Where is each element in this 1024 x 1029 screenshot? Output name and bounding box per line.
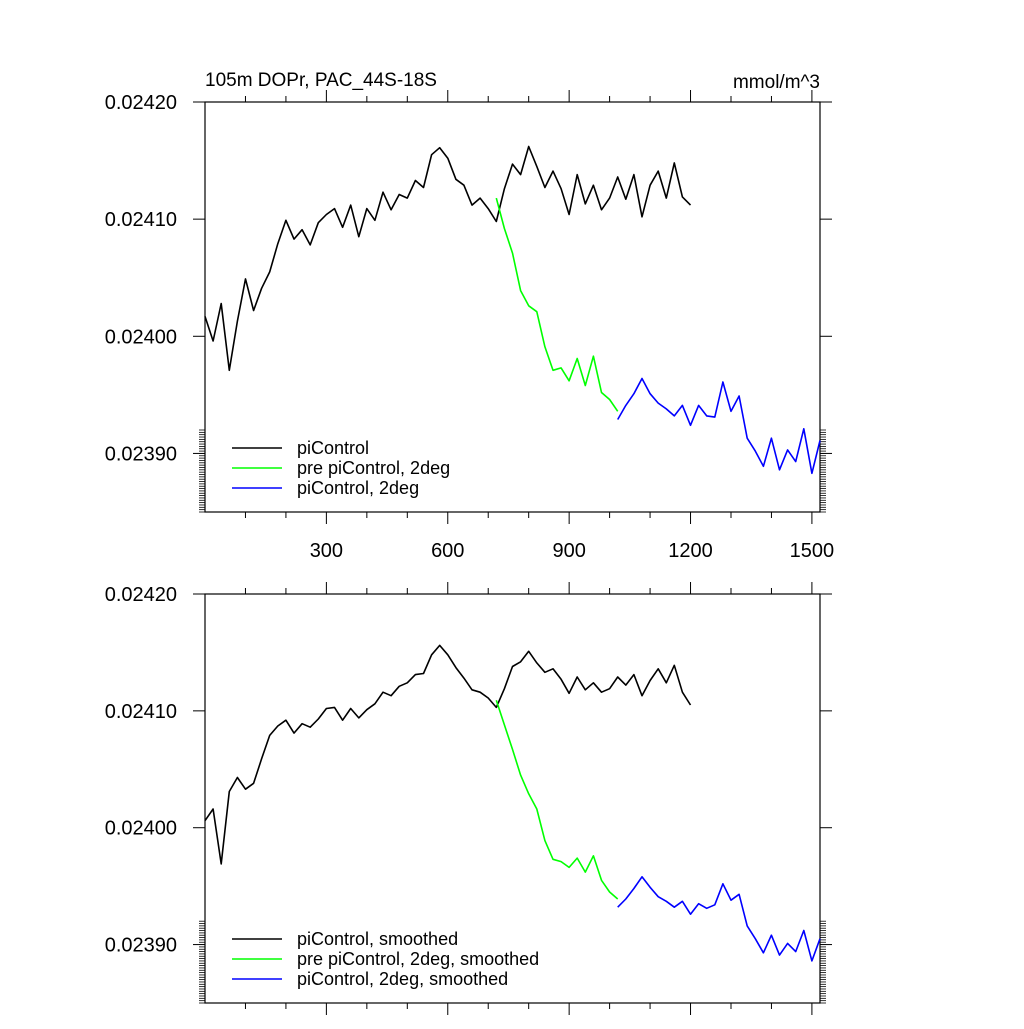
y-tick-label: 0.02420 [105, 92, 177, 114]
x-tick-label: 1200 [668, 540, 713, 562]
series-line-2 [495, 197, 619, 412]
y-tick-label: 0.02420 [105, 584, 177, 606]
series-line-3 [617, 377, 821, 475]
x-tick-label: 600 [431, 540, 464, 562]
legend-label: piControl, smoothed [297, 929, 458, 949]
plot-frame [204, 593, 821, 1004]
x-tick-label: 900 [552, 540, 585, 562]
legend-label: piControl [297, 438, 369, 458]
y-tick-label: 0.02390 [105, 935, 177, 957]
legend-label: pre piControl, 2deg, smoothed [297, 949, 539, 969]
y-tick-label: 0.02400 [105, 818, 177, 840]
y-tick-label: 0.02390 [105, 443, 177, 465]
legend-label: pre piControl, 2deg [297, 458, 450, 478]
panel-bottom: 0.02390 0.02400 0.02410 0.02420 piControl, s… [105, 582, 832, 1015]
x-tick-label: 300 [310, 540, 343, 562]
series-line-3 [617, 875, 821, 962]
legend-label: piControl, 2deg [297, 478, 419, 498]
x-tick-label: 1500 [790, 540, 835, 562]
panel-top: 300 600 900 1200 1500 0.02390 0.02400 0.02410 0.… [105, 70, 834, 562]
y-tick-label: 0.02410 [105, 209, 177, 231]
y-tick-label: 0.02400 [105, 326, 177, 348]
units-label: mmol/m^3 [733, 72, 820, 93]
y-tick-label: 0.02410 [105, 701, 177, 723]
chart-title: 105m DOPr, PAC_44S-18S [205, 70, 437, 91]
series-line-1 [204, 145, 692, 372]
series-line-1 [204, 644, 692, 865]
plot-frame [204, 101, 821, 513]
series-line-2 [495, 700, 619, 900]
legend-label: piControl, 2deg, smoothed [297, 969, 508, 989]
